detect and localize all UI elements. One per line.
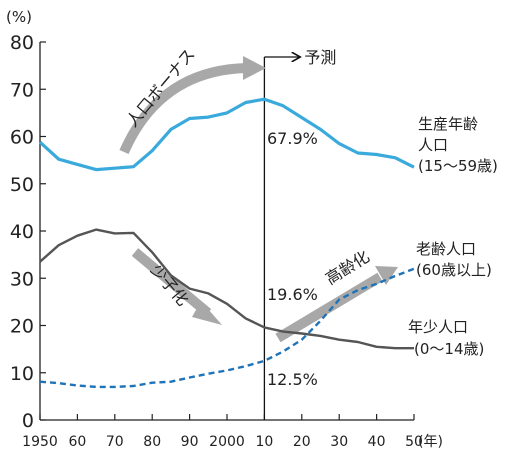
y-axis-unit: (%) <box>6 8 32 26</box>
x-tick-label: 1950 <box>22 434 58 450</box>
x-tick-label: 2000 <box>209 434 245 450</box>
declining-birthrate-arrow <box>131 248 222 325</box>
x-tick-label: 60 <box>68 434 86 450</box>
working-age-series-label: 生産年齢 人口 (15〜59歳) <box>418 115 498 175</box>
elderly-series-label: 老齢人口 (60歳以上) <box>416 240 492 279</box>
x-tick-label: 10 <box>255 434 273 450</box>
y-tick-label: 70 <box>10 79 34 101</box>
x-tick-label: 20 <box>293 434 311 450</box>
elderly-population-line <box>39 267 415 389</box>
x-tick-label: 40 <box>368 434 386 450</box>
projection-label: 予測 <box>304 48 336 67</box>
population-bonus-label: 人口ボーナス <box>123 45 199 131</box>
y-tick-label: 80 <box>10 32 34 54</box>
x-axis-unit: (年) <box>418 434 443 450</box>
x-tick-label: 80 <box>143 434 161 450</box>
youth-series-label: 年少人口 (0〜14歳) <box>408 318 484 358</box>
x-tick-label: 30 <box>330 434 348 450</box>
y-tick-label: 10 <box>10 363 34 385</box>
x-tick-label: 70 <box>106 434 124 450</box>
elderly-value-2010: 12.5% <box>267 370 318 389</box>
population-bonus-arrow <box>119 56 266 155</box>
x-tick-label: 50 <box>405 434 423 450</box>
y-tick-label: 60 <box>10 127 34 149</box>
y-tick-label: 40 <box>10 221 34 243</box>
y-tick-label: 0 <box>22 410 34 432</box>
youth-value-2010: 19.6% <box>267 285 318 304</box>
working-age-value-2010: 67.9% <box>267 129 318 148</box>
y-tick-label: 30 <box>10 268 34 290</box>
y-tick-label: 50 <box>10 174 34 196</box>
y-tick-label: 20 <box>10 316 34 338</box>
x-tick-label: 90 <box>181 434 199 450</box>
working-age-population-line <box>38 97 415 172</box>
youth-population-line <box>39 228 414 350</box>
